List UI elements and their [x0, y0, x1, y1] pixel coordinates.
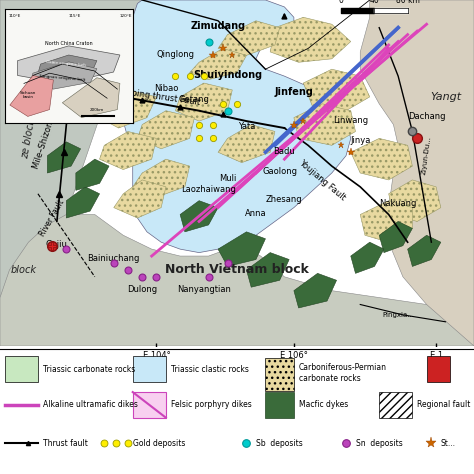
Text: Mile–Shizong Fault: Mile–Shizong Fault — [31, 93, 64, 170]
Polygon shape — [351, 138, 412, 180]
Text: Nakuang: Nakuang — [380, 199, 417, 208]
Bar — [133, 356, 166, 382]
Polygon shape — [360, 201, 412, 242]
Polygon shape — [175, 83, 232, 121]
Text: 115°E: 115°E — [69, 14, 82, 18]
Text: Gaolong: Gaolong — [262, 167, 297, 176]
Polygon shape — [294, 273, 337, 308]
Text: Dabie orogenic belt: Dabie orogenic belt — [46, 60, 86, 68]
Bar — [133, 392, 166, 418]
Text: E 1: E 1 — [429, 351, 443, 360]
Polygon shape — [133, 159, 190, 197]
Polygon shape — [246, 253, 289, 287]
Text: Getang: Getang — [179, 95, 210, 104]
Polygon shape — [360, 0, 474, 346]
Polygon shape — [114, 180, 166, 218]
Text: Gold deposits: Gold deposits — [133, 439, 185, 448]
Text: Gejiu: Gejiu — [46, 240, 68, 249]
Polygon shape — [0, 0, 142, 346]
Text: North Vietnam block: North Vietnam block — [165, 264, 309, 276]
Polygon shape — [294, 104, 356, 146]
Polygon shape — [30, 62, 97, 89]
Bar — [265, 357, 294, 391]
Polygon shape — [10, 75, 54, 117]
Bar — [427, 356, 450, 382]
Text: 120°E: 120°E — [120, 14, 133, 18]
Bar — [379, 392, 412, 418]
Polygon shape — [218, 21, 280, 55]
Text: Anna: Anna — [245, 209, 267, 218]
Text: Poping thrust Fault: Poping thrust Fault — [121, 87, 201, 107]
Text: Bainiuchang: Bainiuchang — [88, 254, 140, 263]
Text: Badu: Badu — [273, 147, 295, 155]
Polygon shape — [100, 131, 156, 170]
Text: E 104°: E 104° — [143, 351, 170, 360]
Text: Triassic carbonate rocks: Triassic carbonate rocks — [43, 365, 135, 374]
Text: St...: St... — [441, 439, 456, 448]
Text: Qinglong: Qinglong — [156, 50, 194, 59]
Polygon shape — [270, 18, 351, 62]
Text: Yangt: Yangt — [430, 92, 461, 102]
Text: Linwang: Linwang — [333, 116, 368, 125]
Polygon shape — [180, 201, 218, 232]
Text: 80 km: 80 km — [396, 0, 419, 5]
Polygon shape — [218, 125, 275, 163]
Polygon shape — [114, 0, 351, 253]
Text: River Fault: River Fault — [38, 198, 66, 238]
Polygon shape — [303, 69, 370, 111]
Text: Yata: Yata — [238, 122, 255, 131]
Polygon shape — [379, 221, 412, 253]
Text: Jinya: Jinya — [350, 137, 370, 146]
Polygon shape — [38, 55, 97, 78]
Polygon shape — [389, 180, 441, 221]
Text: 110°E: 110°E — [9, 14, 21, 18]
Text: Felsic porphyry dikes: Felsic porphyry dikes — [171, 401, 251, 410]
Polygon shape — [351, 242, 384, 273]
Polygon shape — [0, 215, 474, 346]
Text: Dulong: Dulong — [127, 285, 157, 294]
Text: Sangnan orogenic belt: Sangnan orogenic belt — [39, 74, 85, 82]
Text: Regional fault: Regional fault — [417, 401, 471, 410]
Polygon shape — [18, 46, 120, 83]
Bar — [265, 392, 294, 418]
Polygon shape — [137, 111, 194, 149]
Text: Alkaline ultramafic dikes: Alkaline ultramafic dikes — [43, 401, 137, 410]
Text: Zhesang: Zhesang — [266, 195, 303, 204]
Text: Macfic dykes: Macfic dykes — [299, 401, 348, 410]
Text: Sn  deposits: Sn deposits — [356, 439, 402, 448]
Polygon shape — [76, 159, 109, 190]
Text: Laozhaiwang: Laozhaiwang — [181, 185, 236, 194]
Text: Jinfeng: Jinfeng — [274, 87, 313, 97]
Text: 200km: 200km — [90, 108, 104, 112]
Polygon shape — [47, 142, 81, 173]
Polygon shape — [408, 235, 441, 266]
Polygon shape — [100, 90, 156, 128]
Text: Youjiang Fault: Youjiang Fault — [297, 158, 347, 202]
Text: Nibao: Nibao — [154, 84, 178, 93]
Polygon shape — [66, 187, 100, 218]
Bar — [5, 356, 38, 382]
Text: Zimudang: Zimudang — [191, 21, 246, 31]
Text: Thrust fault: Thrust fault — [43, 439, 88, 448]
Polygon shape — [190, 48, 246, 80]
Text: Nanyangtian: Nanyangtian — [177, 285, 231, 294]
Text: Sb  deposits: Sb deposits — [256, 439, 303, 448]
Text: E 106°: E 106° — [280, 351, 308, 360]
Text: Shuiyindong: Shuiyindong — [193, 70, 262, 80]
Text: Carboniferous-Permian
carbonate rocks: Carboniferous-Permian carbonate rocks — [299, 363, 387, 383]
Text: Pingxia...: Pingxia... — [382, 312, 414, 319]
Polygon shape — [218, 232, 265, 266]
Text: North China Craton: North China Craton — [45, 41, 92, 46]
Text: block: block — [11, 265, 36, 275]
Polygon shape — [63, 78, 120, 118]
Text: Muli: Muli — [219, 174, 236, 183]
Text: 40: 40 — [370, 0, 379, 5]
Text: Dachang: Dachang — [408, 112, 446, 121]
Text: 0: 0 — [339, 0, 344, 5]
Text: Sichuan
basin: Sichuan basin — [19, 91, 36, 99]
Text: Triassic clastic rocks: Triassic clastic rocks — [171, 365, 248, 374]
Text: Ziyun-Du...: Ziyun-Du... — [421, 136, 432, 175]
Text: ze block: ze block — [20, 118, 37, 159]
